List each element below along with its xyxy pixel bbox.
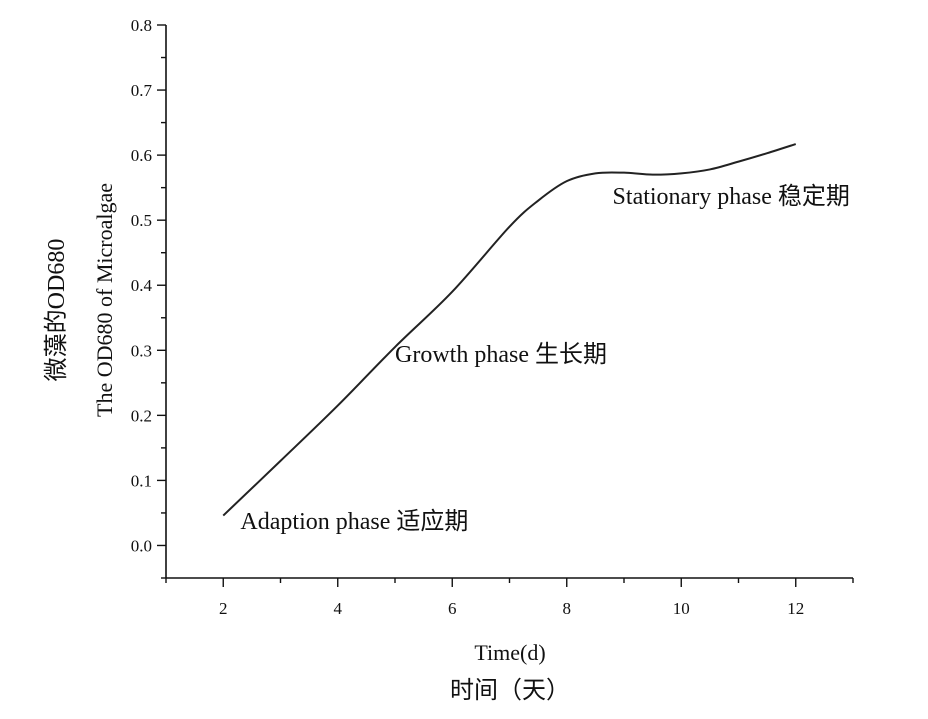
y-tick-label: 0.0: [131, 536, 152, 555]
y-tick-label: 0.7: [131, 81, 153, 100]
y-tick-label: 0.4: [131, 276, 153, 295]
phase-annotations: Adaption phase 适应期 Growth phase 生长期 Statio…: [240, 183, 849, 535]
x-tick-label: 4: [334, 599, 343, 618]
x-tick-label: 10: [673, 599, 690, 618]
y-tick-label: 0.1: [131, 471, 152, 490]
phase-annotation: Adaption phase 适应期: [240, 508, 468, 535]
y-axis-title: The OD680 of Microalgae: [92, 183, 117, 417]
x-ticks: 2 4 6 8 10 12: [166, 578, 853, 618]
x-tick-label: 8: [563, 599, 572, 618]
y-tick-label: 0.8: [131, 16, 152, 35]
x-axis-title-cn: 时间（天）: [450, 677, 570, 704]
y-axis-title-cn: 微藻的OD680: [43, 239, 70, 382]
phase-annotation: Stationary phase 稳定期: [613, 183, 850, 210]
x-axis-title: Time(d): [474, 640, 545, 665]
y-ticks: 0.0 0.1 0.2 0.3 0.4 0.5 0.6 0.7 0.8: [131, 16, 166, 578]
x-tick-label: 12: [787, 599, 804, 618]
phase-annotation: Growth phase 生长期: [395, 341, 607, 368]
y-tick-label: 0.5: [131, 211, 152, 230]
y-tick-label: 0.6: [131, 146, 152, 165]
x-tick-label: 6: [448, 599, 457, 618]
y-tick-label: 0.3: [131, 341, 152, 360]
x-tick-label: 2: [219, 599, 228, 618]
axes: [166, 25, 853, 578]
y-tick-label: 0.2: [131, 406, 152, 425]
